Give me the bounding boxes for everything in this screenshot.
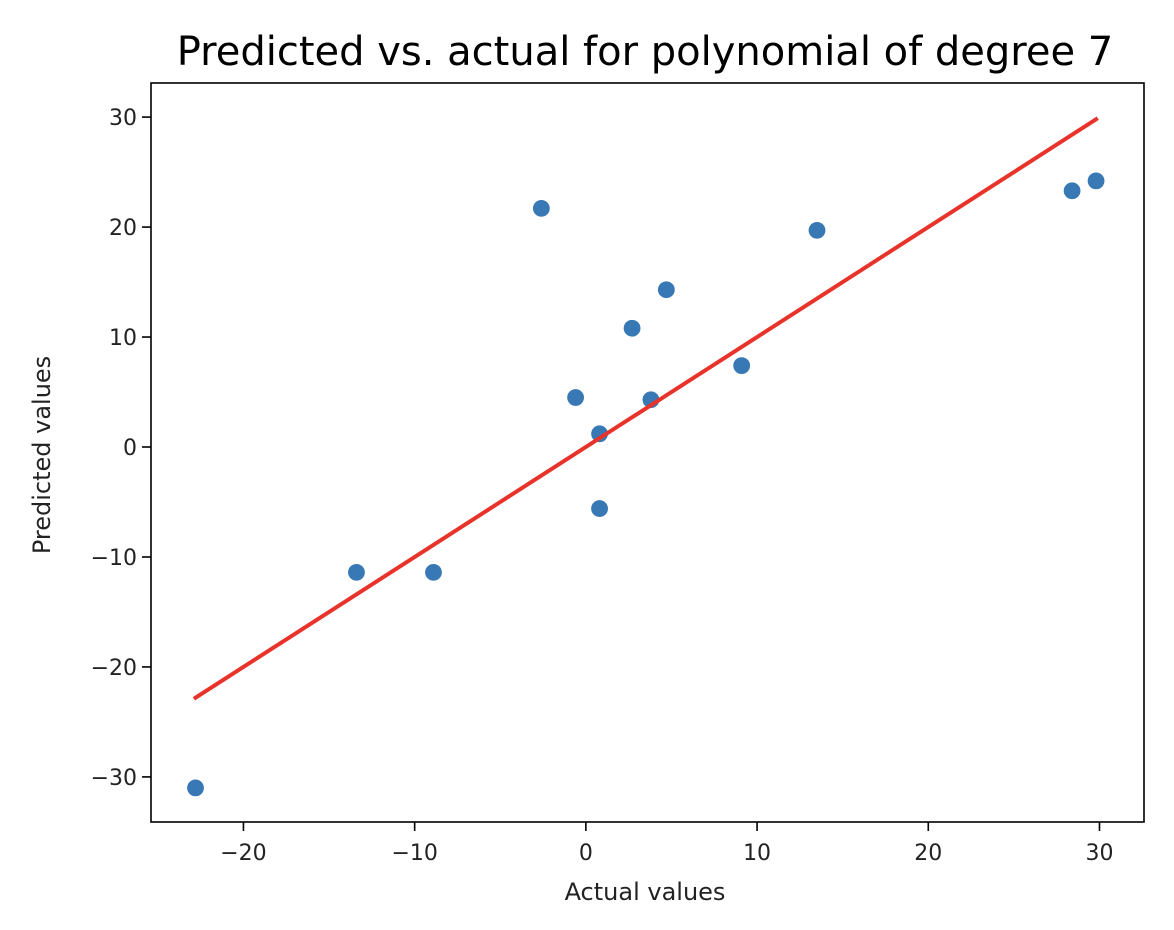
data-point <box>565 387 586 408</box>
x-tick-label: 30 <box>1085 841 1113 866</box>
y-tick-label: 20 <box>109 216 137 241</box>
x-tick-label: −20 <box>220 841 266 866</box>
x-tick-label: 0 <box>579 841 593 866</box>
data-point <box>656 280 676 300</box>
data-point <box>1086 171 1106 191</box>
y-tick-label: −20 <box>91 656 137 681</box>
data-point <box>622 318 642 338</box>
x-axis-label: Actual values <box>565 878 726 906</box>
fit-line <box>192 116 1099 701</box>
chart-title: Predicted vs. actual for polynomial of d… <box>177 29 1114 75</box>
plot-area <box>151 83 1144 822</box>
y-tick-label: −10 <box>91 546 137 571</box>
axes-frame <box>150 82 1145 823</box>
data-point <box>732 356 752 376</box>
data-point <box>1062 181 1082 201</box>
y-tick-label: 0 <box>123 436 137 461</box>
plot-background <box>151 83 1144 822</box>
y-tick-label: 10 <box>109 326 137 351</box>
data-point <box>346 562 367 582</box>
data-point <box>185 778 206 798</box>
ticks: −20 −10 0 10 20 30 −30 −20 −10 0 10 20 30 <box>91 106 1114 866</box>
y-tick-label: −30 <box>91 766 137 791</box>
axes <box>150 82 1145 823</box>
data-point <box>423 562 444 582</box>
x-tick-label: 10 <box>743 841 771 866</box>
data-points <box>185 171 1106 798</box>
data-point <box>589 498 610 519</box>
data-point <box>807 220 827 240</box>
x-tick-label: −10 <box>391 841 437 866</box>
fit-line-layer <box>192 116 1099 701</box>
y-axis-label: Predicted values <box>28 356 56 554</box>
x-tick-label: 20 <box>914 841 942 866</box>
data-point <box>531 198 551 218</box>
y-tick-label: 30 <box>109 106 137 131</box>
